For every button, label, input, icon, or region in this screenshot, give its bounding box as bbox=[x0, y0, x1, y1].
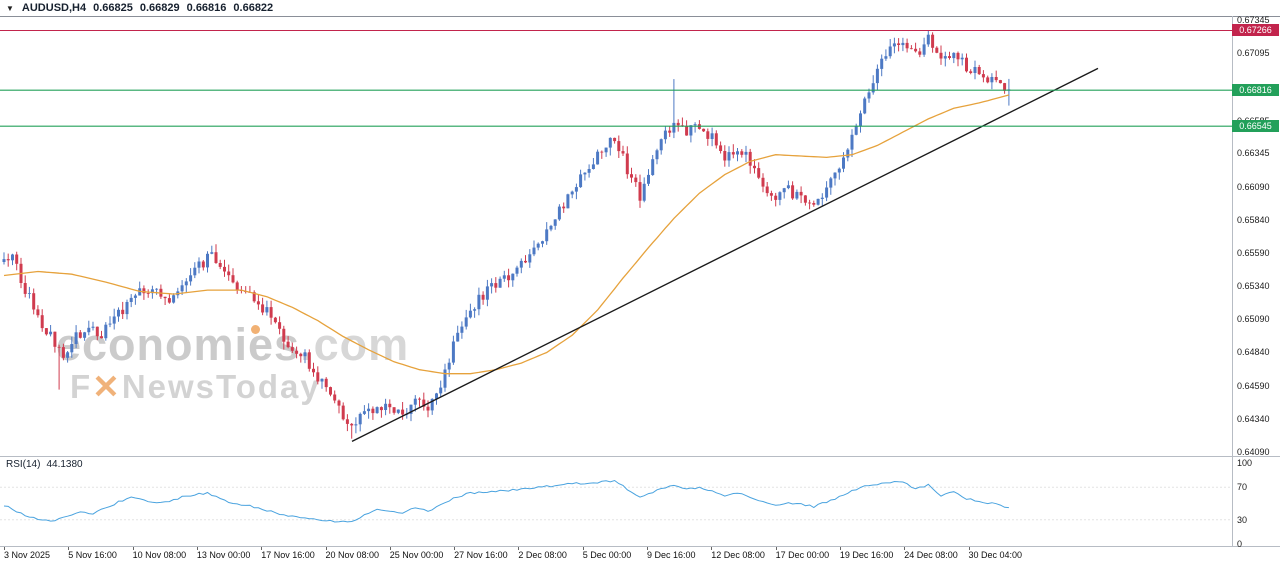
price-tick-label: 0.65090 bbox=[1237, 314, 1270, 325]
price-tick-label: 0.64840 bbox=[1237, 347, 1270, 358]
time-tick bbox=[68, 547, 70, 550]
price-axis[interactable]: 0.673450.670950.665850.663450.660900.658… bbox=[1232, 0, 1280, 567]
chart-dropdown-icon[interactable]: ▼ bbox=[6, 3, 14, 13]
price-tick-label: 0.64590 bbox=[1237, 380, 1270, 391]
rsi-tick-label: 70 bbox=[1237, 482, 1248, 493]
watermark: economies.com F✕NewsToday bbox=[56, 322, 409, 403]
time-label: 9 Dec 16:00 bbox=[647, 550, 696, 560]
watermark-orange-dot-icon bbox=[251, 325, 260, 334]
time-tick bbox=[775, 547, 777, 550]
time-axis[interactable]: 3 Nov 2025 5 Nov 16:00 10 Nov 08:00 13 Nov … bbox=[0, 547, 1232, 567]
quote-symbol: AUDUSD,H4 bbox=[21, 2, 87, 14]
time-label: 5 Dec 00:00 bbox=[582, 550, 632, 560]
rsi-tick-label: 100 bbox=[1237, 458, 1253, 468]
time-label: 10 Nov 08:00 bbox=[132, 550, 187, 560]
price-tick-label: 0.65340 bbox=[1237, 281, 1270, 292]
time-label: 30 Dec 04:00 bbox=[968, 550, 1023, 560]
watermark-f: F bbox=[70, 368, 93, 405]
price-tag-resistance: 0.67266 bbox=[1232, 23, 1279, 36]
time-tick bbox=[839, 547, 841, 550]
ma-line[interactable] bbox=[3, 94, 1010, 375]
time-tick bbox=[325, 547, 327, 550]
time-label: 20 Nov 08:00 bbox=[325, 550, 380, 560]
quote-high: 0.66829 bbox=[139, 2, 180, 14]
watermark-newstoday: NewsToday bbox=[121, 368, 321, 405]
time-label: 5 Nov 16:00 bbox=[68, 550, 117, 560]
rsi-line bbox=[3, 479, 1009, 523]
time-label: 13 Nov 00:00 bbox=[196, 550, 251, 560]
price-tick-label: 0.67345 bbox=[1237, 15, 1270, 25]
time-tick bbox=[904, 547, 906, 550]
time-tick bbox=[132, 547, 134, 550]
time-tick bbox=[4, 547, 5, 550]
time-label: 17 Nov 16:00 bbox=[261, 550, 315, 560]
price-tick-label: 0.65590 bbox=[1237, 247, 1270, 258]
time-tick bbox=[196, 547, 198, 550]
rsi-tick-label: 30 bbox=[1237, 514, 1248, 525]
trendline[interactable] bbox=[351, 67, 1099, 443]
rsi-name: RSI(14) bbox=[6, 459, 41, 470]
rsi-tick-label: 0 bbox=[1237, 539, 1243, 549]
time-tick bbox=[968, 547, 970, 550]
time-label: 3 Nov 2025 bbox=[4, 550, 51, 560]
rsi-indicator-label: RSI(14) 44.1380 bbox=[6, 459, 83, 470]
price-tick-label: 0.65840 bbox=[1237, 214, 1270, 225]
time-label: 27 Nov 16:00 bbox=[454, 550, 508, 560]
time-tick bbox=[711, 547, 713, 550]
price-tag-support: 0.66545 bbox=[1232, 119, 1279, 132]
price-tick-label: 0.67095 bbox=[1237, 48, 1270, 59]
quote-open: 0.66825 bbox=[93, 2, 133, 14]
price-tick-label: 0.66090 bbox=[1237, 181, 1270, 192]
price-tick-label: 0.66345 bbox=[1237, 147, 1270, 158]
price-tick-label: 0.64340 bbox=[1237, 413, 1270, 424]
price-tick-label: 0.64090 bbox=[1237, 447, 1270, 457]
time-label: 17 Dec 00:00 bbox=[775, 550, 830, 560]
time-tick bbox=[582, 547, 584, 550]
quote-low: 0.66816 bbox=[186, 2, 227, 14]
watermark-line1: economies.com bbox=[56, 322, 409, 367]
time-label: 24 Dec 08:00 bbox=[904, 550, 958, 560]
rsi-value: 44.1380 bbox=[46, 459, 83, 470]
watermark-line2: F✕NewsToday bbox=[70, 370, 409, 403]
quote-bar: ▼ AUDUSD,H4 0.66825 0.66829 0.66816 0.66… bbox=[6, 2, 273, 14]
candlesticks bbox=[2, 30, 1011, 439]
quote-close: 0.66822 bbox=[233, 2, 274, 14]
time-tick bbox=[389, 547, 391, 550]
time-tick bbox=[647, 547, 648, 550]
price-tag-current-support: 0.66816 bbox=[1232, 83, 1279, 96]
time-label: 19 Dec 16:00 bbox=[839, 550, 894, 560]
time-label: 2 Dec 08:00 bbox=[518, 550, 567, 560]
watermark-x-icon: ✕ bbox=[92, 368, 122, 405]
time-label: 12 Dec 08:00 bbox=[711, 550, 765, 560]
time-tick bbox=[261, 547, 263, 550]
time-tick bbox=[454, 547, 456, 550]
time-tick bbox=[518, 547, 520, 550]
time-label: 25 Nov 00:00 bbox=[389, 550, 444, 560]
